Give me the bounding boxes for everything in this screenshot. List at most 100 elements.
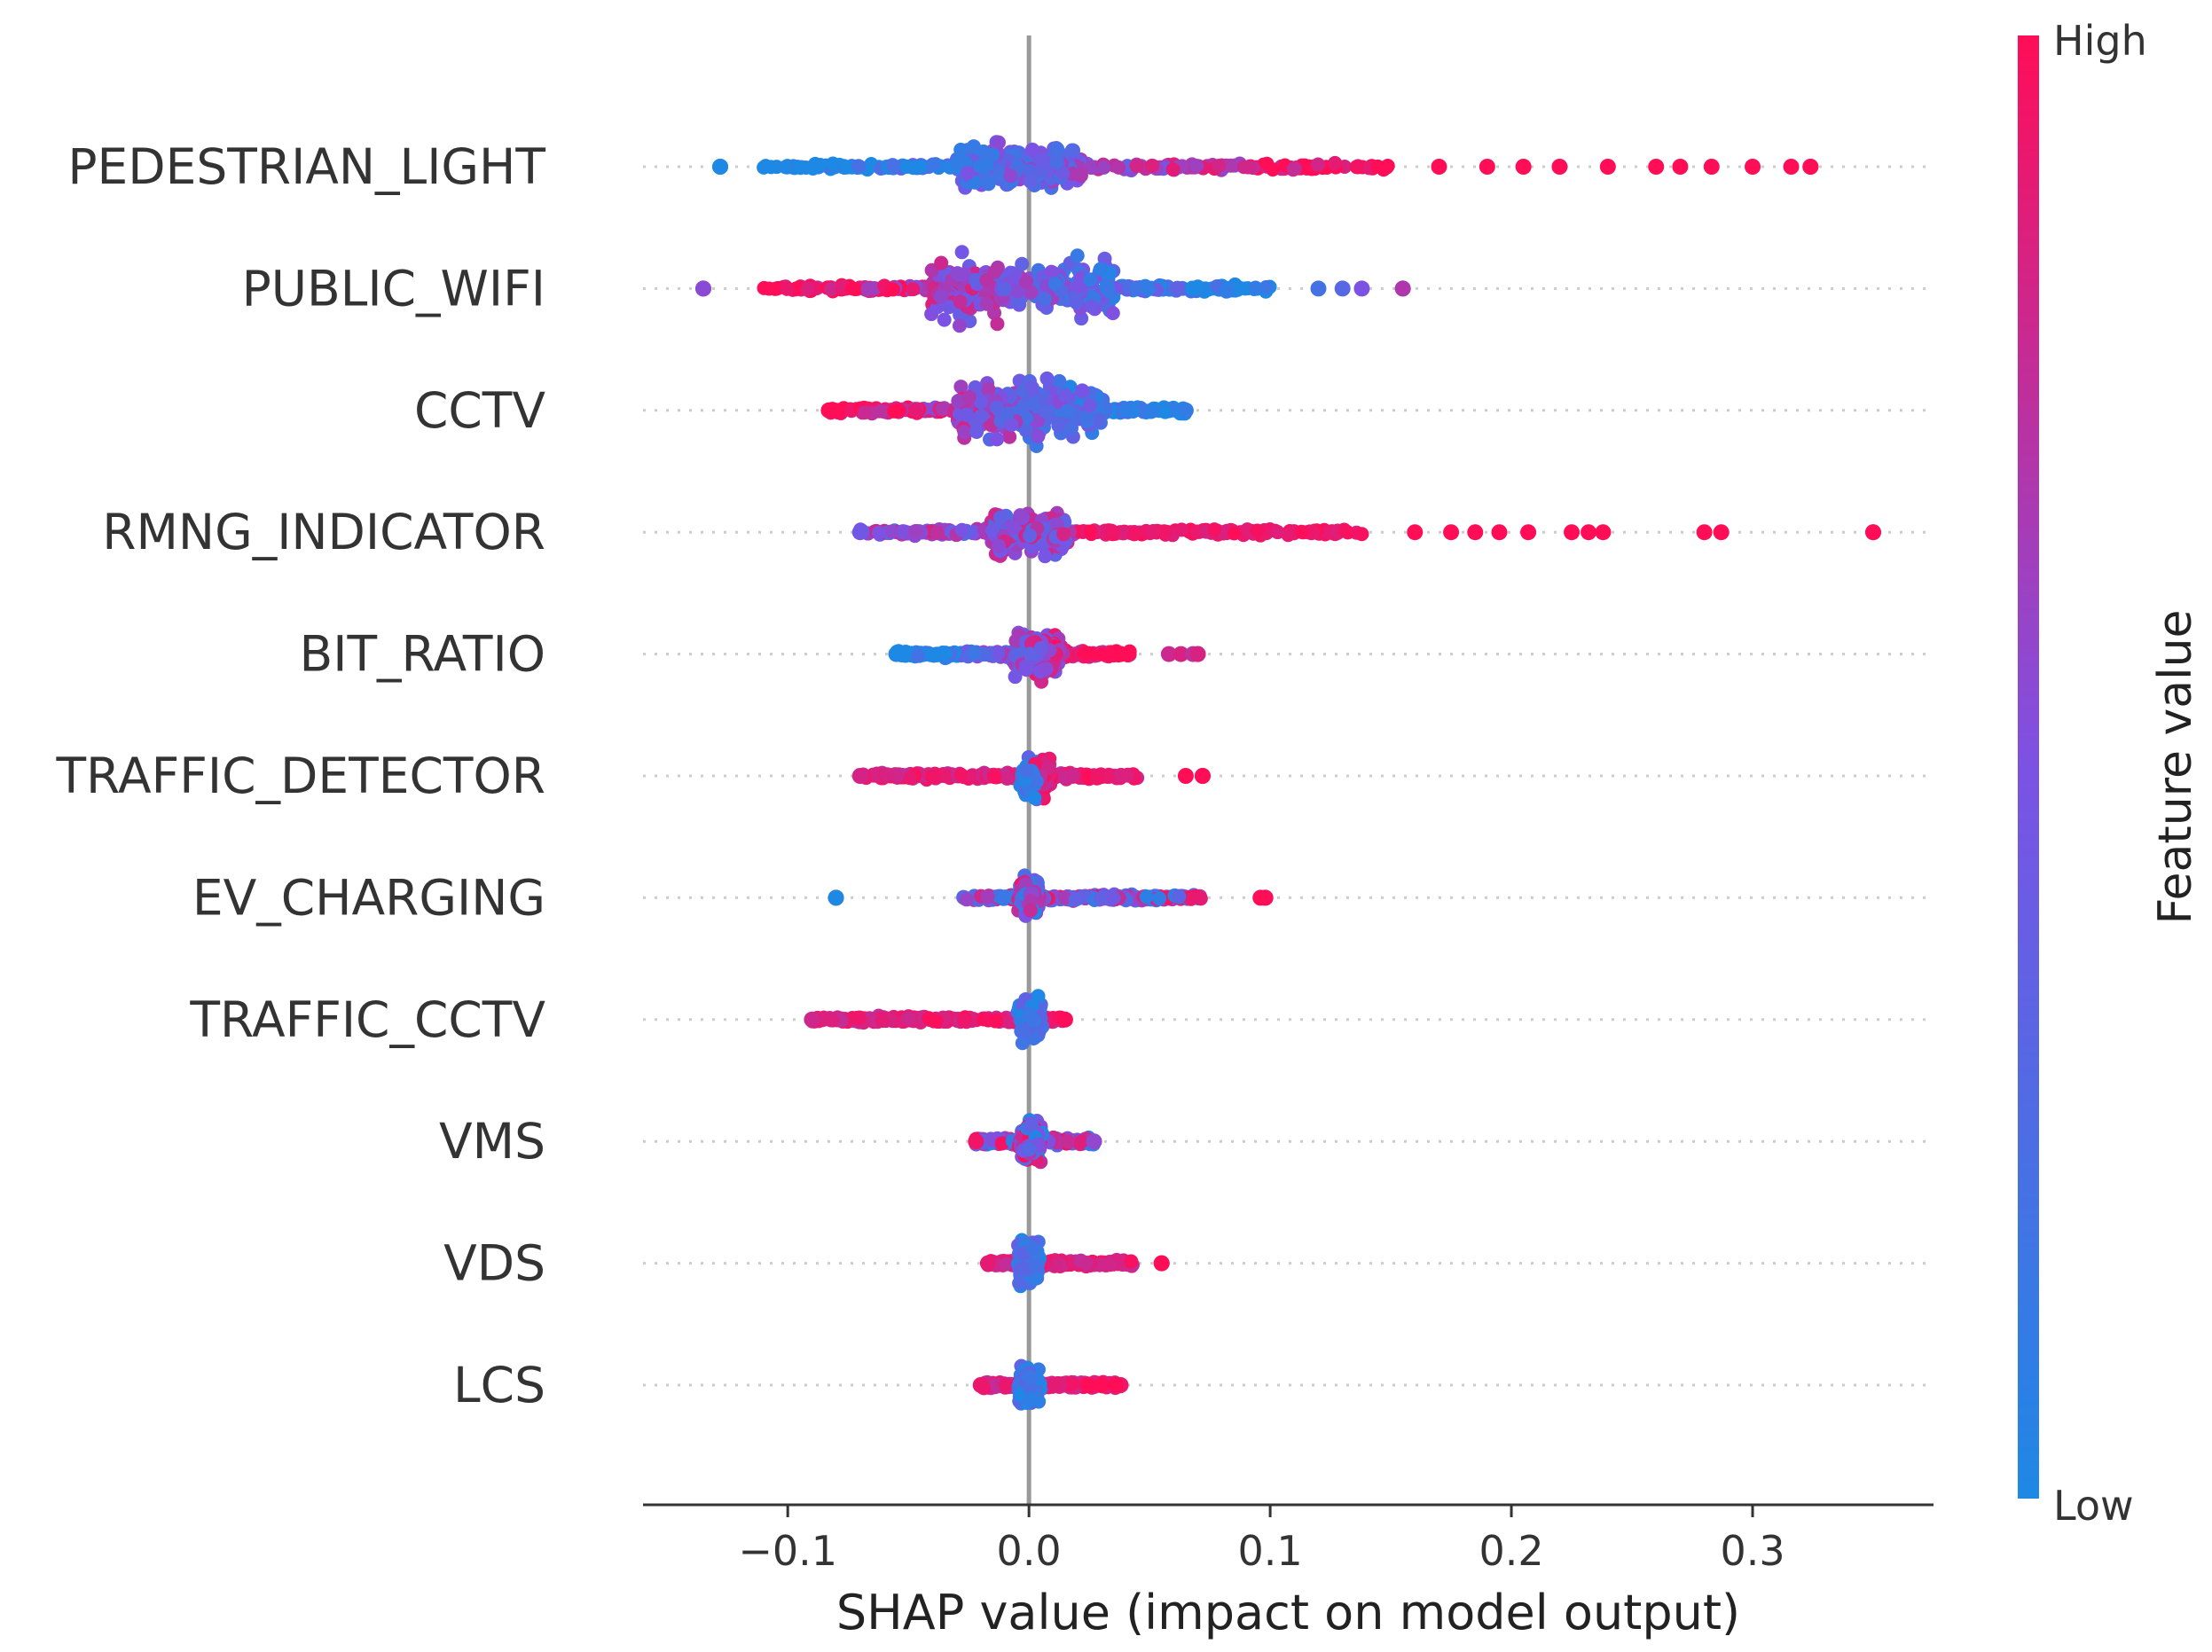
shap-point <box>1031 428 1046 443</box>
shap-point <box>1024 1241 1039 1257</box>
beeswarm-points <box>694 135 1882 1411</box>
shap-outlier <box>1443 524 1460 541</box>
shap-point <box>974 409 989 424</box>
shap-point <box>956 1013 971 1028</box>
shap-point <box>926 647 941 662</box>
shap-point <box>804 1011 820 1028</box>
shap-point <box>1079 1256 1094 1271</box>
shap-point <box>1000 771 1015 786</box>
shap-point <box>1083 272 1098 287</box>
shap-point <box>826 156 841 171</box>
shap-point <box>1183 891 1198 906</box>
shap-point <box>1070 248 1085 263</box>
shap-outlier <box>1564 524 1581 541</box>
shap-point <box>1038 549 1053 564</box>
shap-point <box>993 510 1008 525</box>
shap-point <box>913 159 928 174</box>
shap-point <box>887 403 902 419</box>
shap-point <box>1311 157 1326 172</box>
shap-point <box>871 525 886 540</box>
shap-outlier <box>1491 524 1508 541</box>
shap-outlier <box>1783 159 1800 175</box>
shap-point <box>896 524 911 539</box>
shap-point <box>992 168 1007 184</box>
shap-point <box>978 647 993 662</box>
shap-point <box>1075 383 1090 398</box>
shap-point <box>1057 388 1072 403</box>
shap-point <box>953 142 969 157</box>
shap-point <box>901 1011 916 1026</box>
shap-point <box>885 282 900 297</box>
shap-point <box>911 648 926 663</box>
shap-point <box>991 538 1006 553</box>
shap-point <box>1069 295 1084 310</box>
shap-point <box>1189 159 1204 174</box>
shap-point <box>1227 526 1242 541</box>
shap-outlier <box>1515 159 1532 175</box>
shap-point <box>1340 525 1355 540</box>
shap-point <box>925 157 940 172</box>
shap-point <box>966 646 981 661</box>
shap-point <box>1015 256 1030 271</box>
shap-point <box>1116 526 1131 541</box>
shap-point <box>1023 646 1038 662</box>
shap-point <box>780 281 795 296</box>
shap-point <box>1024 380 1039 395</box>
shap-point <box>1105 306 1120 321</box>
shap-point <box>1063 420 1079 435</box>
shap-point <box>1023 528 1038 544</box>
shap-point <box>1174 522 1189 537</box>
shap-point <box>1212 158 1227 173</box>
shap-outlier <box>1310 280 1327 297</box>
shap-point <box>1082 398 1097 413</box>
shap-point <box>1002 429 1017 444</box>
shap-point <box>1328 155 1343 170</box>
shap-point <box>812 158 828 173</box>
shap-point <box>929 1014 944 1029</box>
shap-point <box>954 522 969 537</box>
shap-point <box>979 1255 996 1272</box>
shap-point <box>1089 771 1104 786</box>
shap-point <box>888 646 905 662</box>
shap-point <box>953 380 969 395</box>
shap-point <box>987 264 1002 279</box>
shap-point <box>1157 404 1173 419</box>
shap-point <box>1111 160 1126 175</box>
shap-point <box>928 770 943 785</box>
shap-outlier <box>1703 159 1720 175</box>
shap-outlier <box>1407 524 1424 541</box>
shap-point <box>1023 164 1038 179</box>
shap-point <box>990 317 1005 332</box>
shap-point <box>1065 768 1080 783</box>
shap-point <box>941 300 956 315</box>
shap-point <box>1170 280 1185 295</box>
shap-outlier <box>1865 524 1882 541</box>
shap-outlier <box>1153 1255 1170 1272</box>
shap-point <box>957 425 972 440</box>
shap-point <box>1018 274 1033 289</box>
shap-point <box>1061 1134 1076 1149</box>
shap-point <box>1102 1257 1118 1272</box>
shap-point <box>1052 373 1067 388</box>
shap-outlier <box>1334 280 1351 297</box>
shap-point <box>1060 403 1075 419</box>
shap-point <box>1018 662 1033 677</box>
shap-point <box>966 139 981 154</box>
shap-point <box>1152 891 1167 906</box>
shap-outlier <box>712 159 729 175</box>
shap-point <box>907 403 922 418</box>
shap-point <box>954 245 969 260</box>
shap-point <box>1056 1011 1073 1028</box>
shap-point <box>1105 647 1120 662</box>
shap-point <box>1038 292 1053 307</box>
shap-point <box>935 402 950 417</box>
shap-point <box>959 892 974 907</box>
shap-point <box>991 646 1006 661</box>
shap-outlier <box>1648 159 1665 175</box>
shap-point <box>844 281 859 296</box>
shap-point <box>879 767 894 782</box>
shap-point <box>1039 662 1054 677</box>
shap-point <box>1077 646 1092 661</box>
shap-point <box>875 1014 890 1029</box>
shap-point <box>1354 527 1369 542</box>
